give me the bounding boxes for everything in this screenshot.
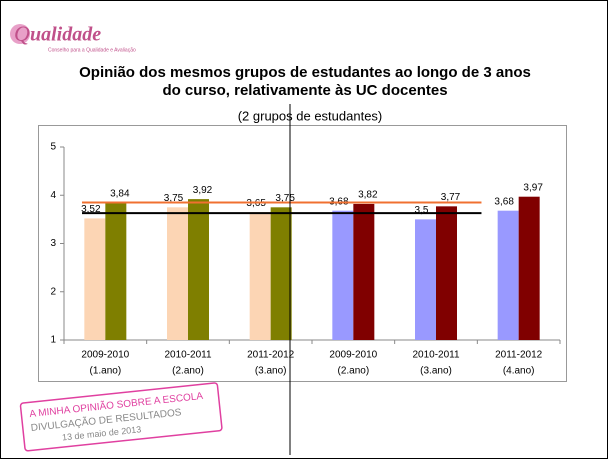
chart-frame bbox=[38, 125, 567, 382]
logo: ualidade bbox=[30, 24, 101, 46]
x-tick-label: (3.ano) bbox=[420, 366, 452, 377]
x-tick-label: 2011-2012 bbox=[247, 350, 295, 361]
value-label: 3,75 bbox=[164, 193, 184, 204]
x-tick-label: (4.ano) bbox=[503, 366, 535, 377]
value-label: 3,68 bbox=[494, 196, 514, 207]
bar bbox=[105, 202, 127, 340]
y-tick-label: 2 bbox=[50, 286, 56, 297]
x-tick-label: (2.ano) bbox=[172, 366, 204, 377]
y-tick-label: 4 bbox=[50, 190, 56, 201]
value-label: 3,92 bbox=[193, 185, 213, 196]
bar bbox=[518, 196, 540, 340]
bar bbox=[188, 199, 209, 340]
value-label: 3,82 bbox=[358, 190, 378, 201]
bar bbox=[167, 207, 188, 340]
y-tick-label: 1 bbox=[50, 335, 56, 346]
x-tick-label: 2010-2011 bbox=[412, 350, 460, 361]
stamp-frame bbox=[19, 382, 223, 452]
logo-letter: Q bbox=[14, 21, 30, 46]
x-tick-label: 2009-2010 bbox=[81, 350, 129, 361]
subtitle: (2 grupos de estudantes) bbox=[238, 108, 383, 123]
value-label: 3,75 bbox=[275, 193, 295, 204]
x-tick-label: 2011-2012 bbox=[495, 350, 543, 361]
y-tick-label: 5 bbox=[50, 142, 56, 153]
bar bbox=[249, 212, 271, 340]
logo-subtitle: Conselho para a Qualidade e Avaliação bbox=[48, 47, 136, 53]
logo-mark bbox=[10, 24, 30, 44]
bar bbox=[497, 210, 519, 340]
bar bbox=[436, 206, 457, 340]
x-tick-label: 2010-2011 bbox=[164, 350, 212, 361]
x-tick-label: (3.ano) bbox=[255, 366, 287, 377]
bar bbox=[332, 210, 354, 340]
value-label: 3,5 bbox=[415, 205, 429, 216]
value-label: 3,77 bbox=[441, 192, 461, 203]
bar bbox=[353, 203, 375, 340]
x-tick-label: (1.ano) bbox=[89, 366, 121, 377]
value-label: 3,52 bbox=[81, 204, 101, 215]
value-label: 3,84 bbox=[110, 189, 130, 200]
bar bbox=[270, 207, 292, 340]
x-tick-label: (2.ano) bbox=[337, 366, 369, 377]
title-line: do curso, relativamente às UC docentes bbox=[162, 82, 447, 99]
bar bbox=[84, 218, 106, 340]
x-tick-label: 2009-2010 bbox=[329, 350, 377, 361]
value-label: 3,97 bbox=[523, 182, 543, 193]
plot: 123453,523,753,653,683,53,683,843,923,75… bbox=[50, 142, 561, 377]
y-tick-label: 3 bbox=[50, 238, 56, 249]
title-line: Opinião dos mesmos grupos de estudantes … bbox=[79, 64, 531, 81]
bar bbox=[415, 219, 436, 340]
